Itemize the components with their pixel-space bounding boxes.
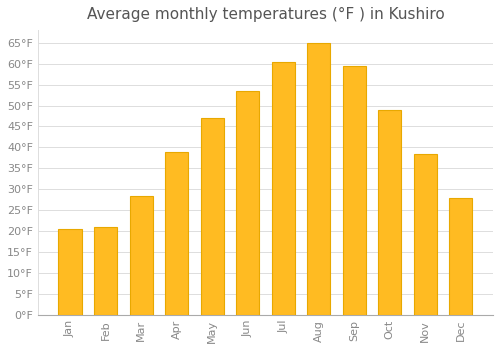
Title: Average monthly temperatures (°F ) in Kushiro: Average monthly temperatures (°F ) in Ku…	[86, 7, 444, 22]
Bar	[200, 118, 224, 315]
Bar	[165, 152, 188, 315]
Bar	[272, 62, 294, 315]
Bar	[414, 154, 437, 315]
Bar	[236, 91, 259, 315]
Bar	[450, 198, 472, 315]
Bar	[58, 229, 82, 315]
Bar	[94, 227, 117, 315]
Bar	[378, 110, 402, 315]
Bar	[130, 196, 152, 315]
Bar	[307, 43, 330, 315]
Bar	[342, 66, 366, 315]
